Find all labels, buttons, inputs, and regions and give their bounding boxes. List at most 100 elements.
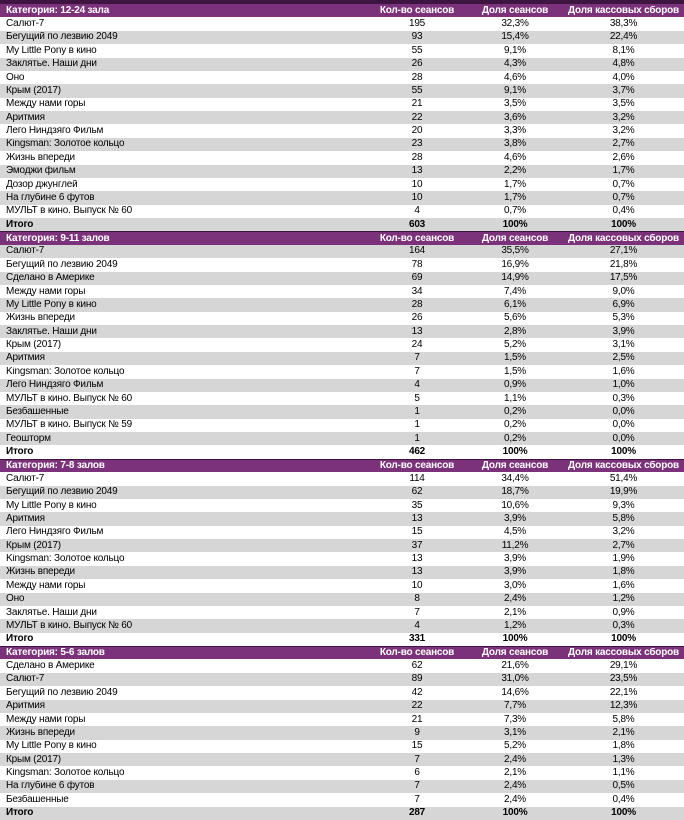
table-row: Салют-7 195 32,3% 38,3% — [0, 17, 684, 31]
total-box-share: 100% — [611, 447, 636, 458]
sessions-share: 2,4% — [504, 794, 526, 805]
sessions-count: 7 — [414, 754, 420, 765]
sessions-share: 6,1% — [504, 299, 526, 310]
category-header-row: Категория: 5-6 залов Кол-во сеансов Доля с… — [0, 646, 684, 660]
box-office-share: 1,2% — [612, 594, 635, 605]
movie-title: Аритмия — [6, 513, 45, 524]
col-header-share-box: Доля кассовых сборов — [568, 5, 679, 16]
box-office-share: 3,9% — [612, 326, 635, 337]
box-office-share: 1,6% — [612, 366, 635, 377]
table-row: Заклятье. Наши дни 7 2,1% 0,9% — [0, 605, 684, 620]
total-row: Итого 603 100% 100% — [0, 218, 684, 232]
sessions-count: 28 — [411, 152, 423, 163]
sessions-share: 2,8% — [504, 326, 526, 337]
movie-title: МУЛЬТ в кино. Выпуск № 60 — [6, 206, 132, 217]
table-row: Бегущий по лезвию 2049 42 14,6% 22,1% — [0, 686, 684, 700]
table-row: Геошторм 1 0,2% 0,0% — [0, 432, 684, 446]
sessions-count: 164 — [408, 246, 426, 257]
movie-title: Лего Ниндзяго Фильм — [6, 527, 104, 538]
box-office-share: 3,5% — [612, 99, 635, 110]
sessions-share: 18,7% — [501, 487, 529, 498]
sessions-count: 13 — [411, 567, 423, 578]
movie-title: Kingsman: Золотое кольцо — [6, 554, 125, 565]
table-row: Крым (2017) 7 2,4% 1,3% — [0, 753, 684, 767]
sessions-share: 1,7% — [504, 192, 526, 203]
sessions-count: 10 — [411, 192, 423, 203]
table-row: My Little Pony в кино 15 5,2% 1,8% — [0, 739, 684, 753]
col-header-share-sessions: Доля сеансов — [481, 233, 549, 244]
col-header-sessions: Кол-во сеансов — [379, 460, 455, 471]
sessions-share: 4,5% — [504, 527, 526, 538]
table-row: Крым (2017) 24 5,2% 3,1% — [0, 338, 684, 352]
sessions-share: 3,8% — [504, 139, 526, 150]
box-office-share: 3,7% — [612, 85, 635, 96]
box-office-share: 12,3% — [609, 701, 638, 712]
table-row: На глубине 6 футов 7 2,4% 0,5% — [0, 779, 684, 794]
sessions-count: 13 — [411, 554, 423, 565]
sessions-share: 4,3% — [504, 59, 526, 70]
sessions-count: 20 — [411, 126, 423, 137]
total-box-share: 100% — [611, 634, 636, 645]
sessions-share: 16,9% — [501, 259, 529, 270]
table-row: Заклятье. Наши дни 13 2,8% 3,9% — [0, 325, 684, 339]
table-row: Безбашенные 7 2,4% 0,4% — [0, 793, 684, 807]
box-office-share: 29,1% — [609, 661, 638, 672]
sessions-share: 2,4% — [504, 781, 526, 792]
box-office-share: 0,7% — [612, 192, 635, 203]
sessions-count: 34 — [411, 286, 423, 297]
movie-title: My Little Pony в кино — [6, 45, 97, 56]
box-office-share: 23,5% — [609, 674, 638, 685]
movie-title: Дозор джунглей — [6, 179, 78, 190]
sessions-share: 35,5% — [501, 246, 529, 257]
table-row: Эмоджи фильм 13 2,2% 1,7% — [0, 164, 684, 178]
sessions-count: 69 — [411, 273, 423, 284]
top-border-strip — [0, 0, 684, 4]
movie-title: Сделано в Америке — [6, 661, 95, 672]
movie-title: Салют-7 — [6, 246, 45, 257]
box-office-share: 0,9% — [612, 607, 635, 618]
box-office-share: 9,0% — [612, 286, 635, 297]
movie-title: Оно — [6, 594, 25, 605]
col-header-sessions: Кол-во сеансов — [379, 233, 455, 244]
total-label: Итого — [6, 219, 34, 230]
col-header-sessions: Кол-во сеансов — [379, 648, 455, 659]
movie-title: Аритмия — [6, 353, 45, 364]
sessions-count: 78 — [411, 259, 423, 270]
movie-title: МУЛЬТ в кино. Выпуск № 59 — [6, 420, 132, 431]
category-header-row: Категория: 7-8 залов Кол-во сеансов Доля с… — [0, 458, 684, 473]
movie-title: Крым (2017) — [6, 540, 61, 551]
box-office-share: 1,8% — [612, 567, 635, 578]
table-row: На глубине 6 футов 10 1,7% 0,7% — [0, 191, 684, 205]
sessions-share: 1,7% — [504, 179, 526, 190]
movie-title: My Little Pony в кино — [6, 741, 97, 752]
sessions-count: 28 — [411, 299, 423, 310]
table-row: Дозор джунглей 10 1,7% 0,7% — [0, 177, 684, 192]
box-office-share: 2,5% — [612, 353, 635, 364]
movie-title: Между нами горы — [6, 714, 86, 725]
movie-title: На глубине 6 футов — [6, 781, 95, 792]
table-row: Оно 28 4,6% 4,0% — [0, 70, 684, 85]
col-header-share-box: Доля кассовых сборов — [568, 233, 679, 244]
table-row: Салют-7 114 34,4% 51,4% — [0, 472, 684, 486]
table-row: МУЛЬТ в кино. Выпуск № 59 1 0,2% 0,0% — [0, 418, 684, 432]
category-label: Категория: 9-11 залов — [6, 233, 110, 244]
box-office-share: 27,1% — [609, 246, 638, 257]
movie-title: Салют-7 — [6, 473, 45, 484]
sessions-share: 1,5% — [504, 366, 526, 377]
movie-title: Салют-7 — [6, 674, 45, 685]
box-office-share: 22,4% — [609, 32, 638, 43]
box-office-share: 21,8% — [609, 259, 638, 270]
box-office-share: 0,3% — [612, 393, 635, 404]
sessions-share: 5,6% — [504, 313, 526, 324]
sessions-share: 2,4% — [504, 754, 526, 765]
table-row: Между нами горы 21 7,3% 5,8% — [0, 712, 684, 727]
total-sessions-share: 100% — [502, 447, 528, 458]
sessions-count: 114 — [409, 473, 425, 484]
sessions-share: 0,2% — [504, 433, 526, 444]
total-box-share: 100% — [611, 808, 636, 819]
table-row: Лего Ниндзяго Фильм 15 4,5% 3,2% — [0, 525, 684, 539]
table-row: My Little Pony в кино 55 9,1% 8,1% — [0, 44, 684, 58]
sessions-count: 4 — [414, 380, 420, 391]
table-row: Бегущий по лезвию 2049 78 16,9% 21,8% — [0, 258, 684, 272]
table-row: Салют-7 89 31,0% 23,5% — [0, 672, 684, 687]
